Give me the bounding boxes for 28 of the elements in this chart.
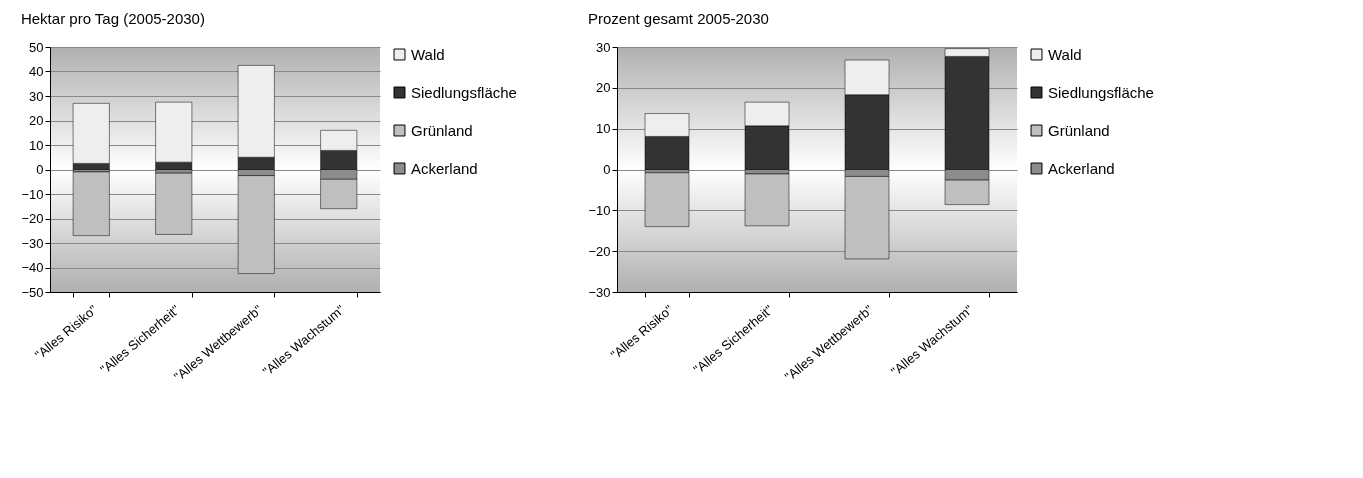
legend-label: Grünland (1048, 121, 1110, 139)
y-tick-label: 0 (36, 162, 44, 177)
chart-title: Hektar pro Tag (2005-2030) (20, 10, 205, 27)
y-tick-label: 30 (29, 88, 44, 104)
y-tick-label: −40 (21, 260, 44, 275)
y-tick-label: −30 (588, 284, 611, 300)
y-tick-label: −10 (21, 186, 44, 202)
y-tick-label: 0 (603, 162, 611, 177)
y-tick-label: −50 (21, 284, 44, 300)
legend-label: Siedlungsfläche (411, 83, 517, 101)
y-tick-label: −20 (588, 243, 611, 259)
y-tick-label: 10 (596, 121, 611, 137)
y-tick-label: 20 (596, 80, 611, 96)
y-tick-label: 20 (29, 113, 44, 128)
legend-label: Ackerland (411, 159, 478, 177)
y-tick-label: 40 (29, 64, 44, 79)
chart-title: Prozent gesamt 2005-2030 (587, 10, 769, 27)
y-tick-label: 50 (29, 39, 44, 55)
y-tick-label: −30 (21, 235, 44, 251)
legend-label: Wald (411, 45, 445, 63)
y-tick-label: 10 (29, 137, 44, 153)
y-tick-label: −20 (21, 211, 44, 226)
legend-label: Siedlungsfläche (1048, 83, 1154, 101)
legend-label: Wald (1048, 45, 1082, 63)
y-tick-label: 30 (596, 39, 611, 55)
y-tick-label: −10 (588, 202, 611, 218)
legend-label: Grünland (411, 121, 473, 139)
legend-label: Ackerland (1048, 159, 1115, 177)
